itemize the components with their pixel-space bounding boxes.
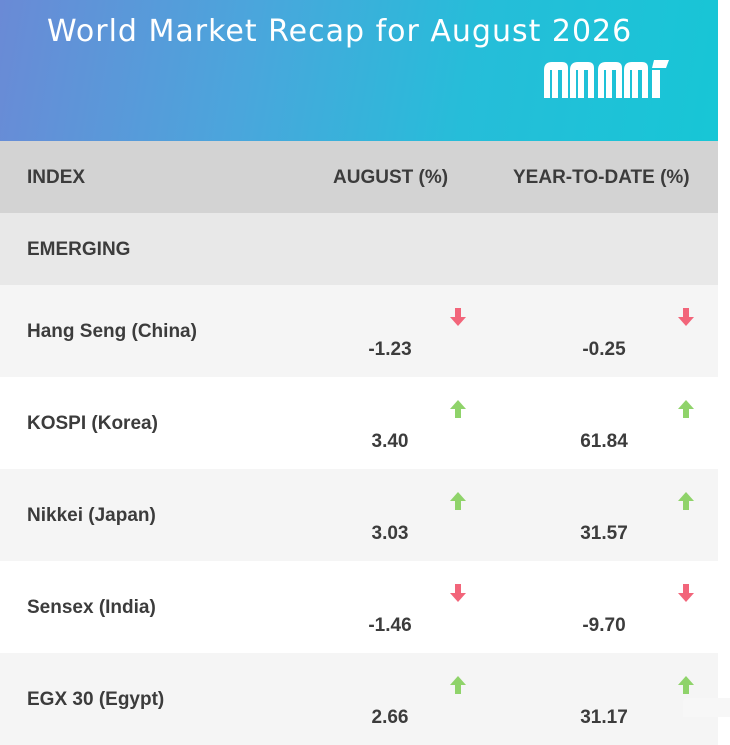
arrow-down-icon [448,583,468,603]
arrow-up-icon [448,675,468,695]
ytd-value: -0.25 [582,339,626,360]
arrow-up-icon [448,491,468,511]
august-value: -1.23 [368,339,412,360]
mmi-logo [544,60,669,98]
index-name: EGX 30 (Egypt) [27,689,165,710]
index-name: Nikkei (Japan) [27,505,156,526]
header-august: AUGUST (%) [333,167,449,188]
arrow-down-icon [676,583,696,603]
table-row: Sensex (India) -1.46 -9.70 [0,561,718,653]
table-row: Nikkei (Japan) 3.03 31.57 [0,469,718,561]
scroll-tab[interactable] [683,698,730,717]
table-row: EGX 30 (Egypt) 2.66 31.17 [0,653,718,745]
ytd-value: 31.57 [580,523,628,544]
banner: World Market Recap for August 2026 [0,0,718,141]
august-value: 3.40 [371,431,409,452]
arrow-up-icon [676,491,696,511]
arrow-up-icon [676,399,696,419]
arrow-up-icon [676,675,696,695]
table-row: Hang Seng (China) -1.23 -0.25 [0,285,718,377]
index-name: KOSPI (Korea) [27,413,158,434]
page-title: World Market Recap for August 2026 [47,14,633,49]
index-name: Hang Seng (China) [27,321,197,342]
header-ytd: YEAR-TO-DATE (%) [513,167,690,188]
section-label: EMERGING [27,239,131,260]
august-value: -1.46 [368,615,412,636]
table-header: INDEX AUGUST (%) YEAR-TO-DATE (%) [0,141,718,213]
header-index: INDEX [27,167,86,188]
ytd-value: 61.84 [580,431,628,452]
ytd-value: -9.70 [582,615,626,636]
table-row: KOSPI (Korea) 3.40 61.84 [0,377,718,469]
section-header: EMERGING [0,213,718,285]
arrow-down-icon [448,307,468,327]
august-value: 2.66 [371,707,409,728]
arrow-up-icon [448,399,468,419]
ytd-value: 31.17 [580,707,628,728]
arrow-down-icon [676,307,696,327]
august-value: 3.03 [371,523,409,544]
index-name: Sensex (India) [27,597,156,618]
